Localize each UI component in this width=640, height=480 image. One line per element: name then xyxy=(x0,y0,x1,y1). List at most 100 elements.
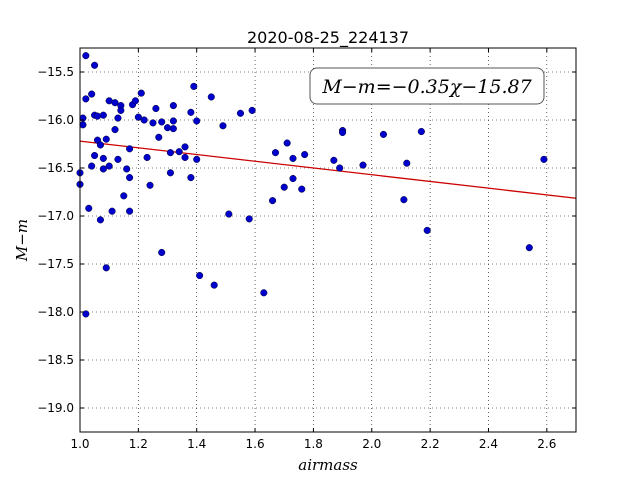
x-tick-label: 1.4 xyxy=(187,437,206,451)
data-point xyxy=(248,106,256,114)
data-point xyxy=(379,130,387,138)
data-point xyxy=(423,226,431,234)
data-point xyxy=(190,82,198,90)
data-point xyxy=(82,52,90,60)
data-point xyxy=(126,174,134,182)
data-point xyxy=(166,169,174,177)
data-point xyxy=(169,125,177,133)
fit-annotation: M−m=−0.35χ−15.87 xyxy=(309,67,545,105)
data-point xyxy=(219,122,227,130)
data-point xyxy=(225,210,233,218)
data-point xyxy=(283,139,291,147)
data-point xyxy=(210,281,218,289)
x-tick-label: 1.2 xyxy=(129,437,148,451)
data-point xyxy=(280,183,288,191)
data-point xyxy=(207,93,215,101)
data-point xyxy=(298,185,306,193)
fit-line xyxy=(79,140,577,199)
data-point xyxy=(196,271,204,280)
data-point xyxy=(131,97,139,105)
chart-title: 2020-08-25_224137 xyxy=(247,28,409,48)
data-point xyxy=(271,149,280,157)
data-point xyxy=(166,149,174,157)
data-point xyxy=(91,151,99,160)
x-axis-label: airmass xyxy=(298,456,358,474)
data-point xyxy=(540,155,548,163)
annotation-text: M−m=−0.35χ−15.87 xyxy=(321,76,532,98)
data-point xyxy=(289,154,297,162)
data-point xyxy=(93,112,102,120)
data-point xyxy=(96,141,104,149)
ticks: 1.0 1.2 1.4 1.6 1.8 2.0 2.2 2.4 2.6 −15.5 −16.0 −16… xyxy=(37,48,576,451)
data-point xyxy=(359,161,367,169)
data-point xyxy=(187,108,195,116)
data-point xyxy=(96,216,104,224)
data-point xyxy=(140,116,148,124)
x-tick-label: 1.0 xyxy=(70,437,89,451)
data-point xyxy=(330,156,338,164)
data-point xyxy=(134,113,142,121)
y-tick-label: −18.0 xyxy=(37,305,74,319)
data-point xyxy=(289,175,297,183)
data-point xyxy=(114,114,122,122)
data-point xyxy=(175,148,183,156)
data-point xyxy=(120,192,128,200)
data-point xyxy=(193,155,201,163)
data-point xyxy=(525,244,533,252)
data-point xyxy=(126,207,134,215)
y-tick-label: −17.5 xyxy=(37,257,74,271)
x-tick-label: 1.8 xyxy=(304,437,323,451)
y-tick-label: −18.5 xyxy=(37,353,74,367)
data-point xyxy=(339,128,347,137)
y-tick-label: −16.0 xyxy=(37,113,74,127)
x-tick-label: 1.6 xyxy=(246,437,265,451)
data-point xyxy=(260,289,268,297)
x-tick-label: 2.6 xyxy=(537,437,556,451)
data-point xyxy=(403,159,411,167)
data-point xyxy=(85,204,93,212)
data-point xyxy=(111,126,119,134)
plot-area: 1.0 1.2 1.4 1.6 1.8 2.0 2.2 2.4 2.6 −15.5 −16.0 −16… xyxy=(37,47,577,451)
data-point xyxy=(169,117,177,125)
data-point xyxy=(158,248,166,257)
data-point xyxy=(193,117,201,125)
annotation-box xyxy=(309,67,545,105)
data-point xyxy=(187,174,195,182)
data-point xyxy=(99,154,107,162)
data-point xyxy=(88,162,96,170)
data-point xyxy=(181,143,189,151)
data-point xyxy=(152,104,160,113)
data-point xyxy=(236,109,245,117)
data-point xyxy=(269,197,277,205)
data-point xyxy=(301,151,309,159)
data-point xyxy=(143,153,151,161)
data-point xyxy=(82,95,90,103)
y-tick-label: −15.5 xyxy=(37,65,74,79)
data-point xyxy=(155,133,163,141)
data-point xyxy=(137,89,145,97)
data-point xyxy=(114,155,122,163)
data-point xyxy=(400,196,408,204)
data-point xyxy=(99,111,107,119)
data-point xyxy=(117,106,125,114)
data-point xyxy=(82,310,90,318)
data-point xyxy=(102,135,110,143)
plot-frame xyxy=(79,47,577,433)
data-point xyxy=(91,61,99,69)
y-axis-label: M−m xyxy=(13,219,31,262)
y-tick-label: −17.0 xyxy=(37,209,74,223)
data-point xyxy=(99,165,107,173)
data-point xyxy=(245,215,253,223)
fit-line-layer xyxy=(79,140,577,199)
points-layer xyxy=(76,52,548,318)
data-point xyxy=(146,181,154,189)
data-point xyxy=(126,145,134,153)
data-point xyxy=(169,102,177,110)
data-point xyxy=(417,127,425,136)
data-point xyxy=(149,119,157,127)
x-tick-label: 2.0 xyxy=(362,437,381,451)
y-tick-label: −19.0 xyxy=(37,401,74,415)
data-point xyxy=(336,164,344,172)
data-point xyxy=(88,90,96,98)
